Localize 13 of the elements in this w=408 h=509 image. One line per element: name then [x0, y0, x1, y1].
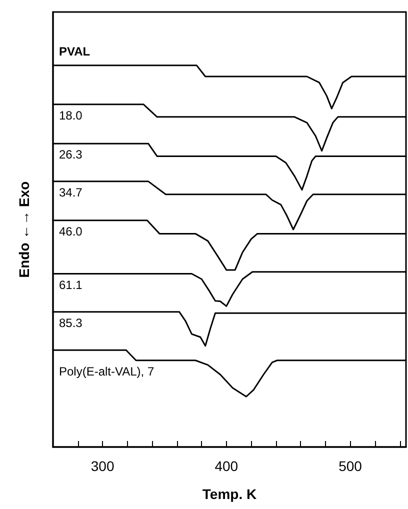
series-label: 61.1	[59, 278, 83, 292]
series-label: PVAL	[59, 44, 90, 58]
x-tick-label: 400	[214, 458, 238, 474]
series-label: 46.0	[59, 224, 83, 238]
series-label: 34.7	[59, 185, 83, 200]
series-label: 85.3	[59, 316, 83, 330]
x-tick-label: 300	[90, 458, 114, 474]
series-label: Poly(E-alt-VAL), 7	[59, 364, 154, 378]
y-axis-title: Endo ←→ Exo	[16, 181, 32, 278]
x-axis-title: Temp. K	[202, 486, 257, 502]
series-label: 26.3	[59, 148, 83, 162]
series-label: 18.0	[59, 108, 83, 122]
x-tick-label: 500	[338, 458, 362, 474]
